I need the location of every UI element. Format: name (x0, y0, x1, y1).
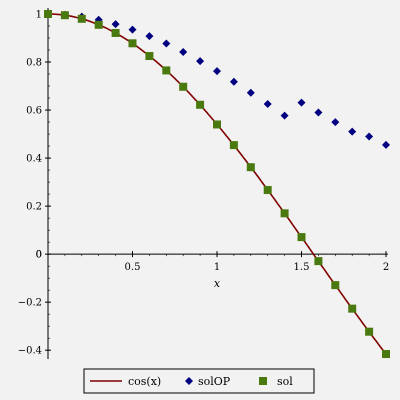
solop-point (145, 32, 154, 41)
sol-point (280, 209, 289, 218)
sol-point (382, 350, 390, 359)
sol-point (314, 257, 323, 266)
sol-point (263, 186, 272, 195)
sol-point (128, 39, 137, 48)
sol-point (365, 327, 374, 336)
solop-point (246, 88, 255, 97)
sol-point (162, 66, 171, 75)
sol-point (297, 233, 306, 242)
solop-point (213, 67, 221, 76)
x-tick-label: 1 (214, 262, 220, 273)
y-tick-label: 1 (36, 10, 42, 21)
solop-point (179, 47, 188, 56)
y-tick-label: −0.4 (18, 346, 42, 357)
solop-point (297, 98, 306, 107)
sol-point (196, 100, 205, 109)
sol-point (44, 10, 52, 18)
solop-point (196, 57, 205, 66)
y-tick-label-zero: 0 (36, 250, 42, 261)
legend-box (83, 368, 315, 394)
sol-point (145, 52, 154, 61)
x-axis-label: x (214, 277, 221, 290)
sol-point (331, 281, 340, 290)
solop-point (365, 132, 374, 141)
solop-point (111, 20, 120, 29)
series-line-cos (48, 13, 387, 355)
sol-point (179, 82, 188, 91)
solop-point (229, 77, 238, 86)
sol-point (94, 20, 103, 29)
solop-point (314, 108, 323, 117)
y-tick-label: 0.2 (26, 202, 42, 213)
legend-label-solop: solOP (198, 375, 231, 388)
legend-label-sol: sol (277, 375, 293, 388)
x-tick-label: 0.5 (125, 262, 141, 273)
solop-point (128, 25, 137, 34)
solop-point (331, 118, 340, 127)
solop-point (280, 111, 289, 120)
legend-swatch-solop (185, 377, 193, 385)
y-tick-label: 0 (36, 250, 42, 261)
sol-point (213, 120, 221, 129)
x-tick-label: 1.5 (294, 262, 310, 273)
x-tick-label: 2 (383, 262, 389, 273)
y-tick-label: 0.8 (26, 58, 42, 69)
sol-point (348, 304, 357, 313)
solop-point (263, 100, 272, 109)
sol-point (111, 28, 120, 37)
solop-point (348, 127, 357, 136)
solop-point (162, 39, 171, 48)
y-tick-label: 0.6 (26, 106, 42, 117)
legend-swatch-sol (259, 377, 267, 385)
solop-point (382, 140, 390, 149)
sol-point (77, 14, 86, 23)
sol-point (246, 163, 255, 172)
y-tick-label: −0.2 (18, 298, 42, 309)
y-tick-label: 0.4 (26, 154, 42, 165)
legend-label-cos: cos(x) (128, 375, 161, 388)
sol-point (60, 11, 69, 20)
sol-point (229, 141, 238, 150)
